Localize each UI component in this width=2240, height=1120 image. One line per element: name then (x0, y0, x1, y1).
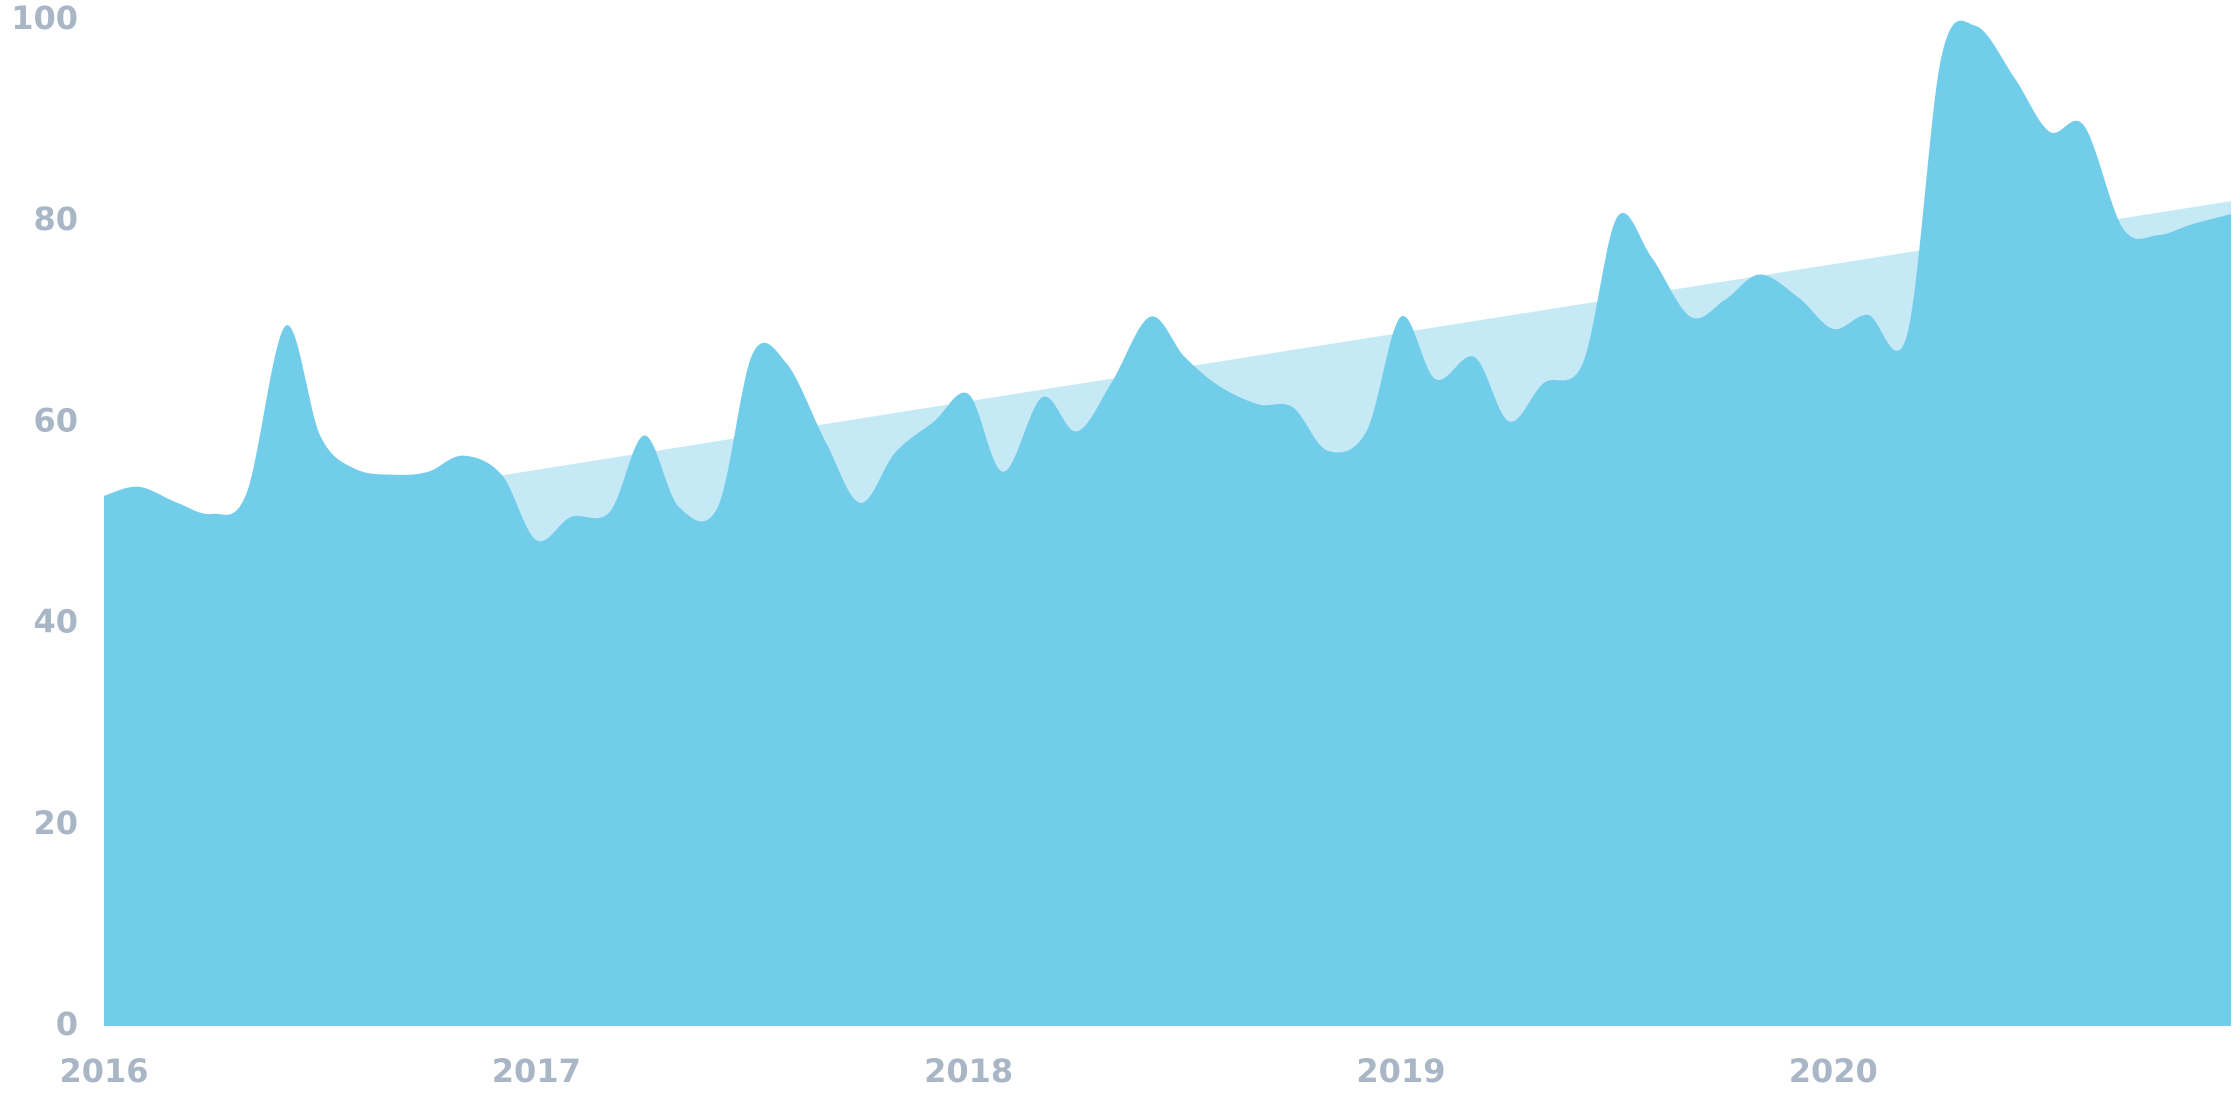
y-tick-label: 100 (11, 0, 78, 37)
y-tick-label: 60 (33, 401, 78, 439)
area (104, 20, 2231, 1027)
x-tick-label: 2016 (59, 1052, 148, 1090)
x-tick-label: 2020 (1789, 1052, 1878, 1090)
x-tick-label: 2018 (924, 1052, 1013, 1090)
y-tick-label: 20 (33, 804, 78, 842)
y-tick-label: 80 (33, 200, 78, 238)
x-tick-label: 2017 (492, 1052, 581, 1090)
y-tick-label: 40 (33, 603, 78, 641)
y-tick-label: 0 (56, 1005, 78, 1043)
x-tick-label: 2019 (1356, 1052, 1445, 1090)
